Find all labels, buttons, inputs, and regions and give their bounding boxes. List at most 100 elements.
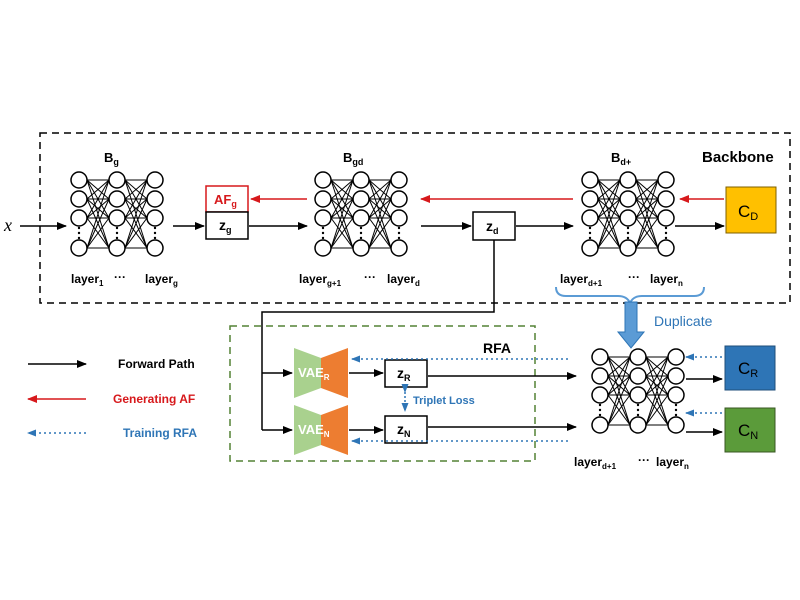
net-node	[667, 416, 685, 434]
net-ellipsis-dot	[636, 413, 640, 417]
cn-classifier-box	[724, 407, 776, 453]
bd-dots: ···	[628, 270, 640, 284]
bgd-right-layer-label: layerd	[387, 272, 420, 288]
net-ellipsis-dot	[397, 236, 401, 240]
zn-box	[384, 415, 428, 444]
net-ellipsis-dot	[359, 231, 363, 235]
net-ellipsis-dot	[664, 226, 668, 230]
net-ellipsis-dot	[153, 226, 157, 230]
net-node	[352, 171, 370, 189]
net-ellipsis-dot	[598, 413, 602, 417]
net-node	[667, 367, 685, 385]
net-ellipsis-dot	[397, 231, 401, 235]
net-connection	[607, 356, 631, 426]
net-connection	[124, 179, 148, 249]
vae-n-label: VAEN	[298, 422, 330, 439]
net-node	[314, 209, 332, 227]
net-bgd	[314, 171, 408, 257]
net-node	[70, 209, 88, 227]
net-node	[591, 386, 609, 404]
net-ellipsis-dot	[77, 231, 81, 235]
net-node	[146, 239, 164, 257]
rfa-label: RFA	[483, 340, 511, 356]
net-node	[581, 171, 599, 189]
net-ellipsis-dot	[588, 226, 592, 230]
net-connection	[635, 179, 659, 200]
net-connection	[635, 198, 659, 249]
rfa-region	[229, 325, 536, 462]
net-node	[146, 171, 164, 189]
net-ellipsis-dot	[77, 226, 81, 230]
net-connection	[635, 217, 659, 249]
net-node	[70, 239, 88, 257]
net-ellipsis-dot	[359, 226, 363, 230]
net-connection	[124, 198, 148, 219]
cr-classifier-label: CR	[738, 359, 758, 380]
net-connection	[645, 356, 669, 396]
net-ellipsis-dot	[664, 231, 668, 235]
zn-label: zN	[397, 421, 411, 439]
net-connection	[330, 198, 354, 219]
net-ellipsis-dot	[153, 231, 157, 235]
net-node	[667, 386, 685, 404]
net-node	[352, 239, 370, 257]
net-connection	[86, 198, 110, 249]
zg-box	[205, 211, 249, 240]
net-node	[619, 171, 637, 189]
net-node	[390, 239, 408, 257]
net-bg-name: Bg	[104, 150, 119, 167]
bg-left-layer-label: layer1	[71, 272, 104, 288]
zd-label: zd	[486, 218, 499, 236]
net-ellipsis-dot	[626, 231, 630, 235]
af-label: AFg	[214, 192, 237, 209]
net-ellipsis-dot	[115, 226, 119, 230]
triplet-loss-label: Triplet Loss	[413, 395, 475, 407]
net-ellipsis-dot	[77, 236, 81, 240]
net-bd	[581, 171, 675, 257]
net-connection	[607, 356, 631, 377]
net-ellipsis-dot	[674, 403, 678, 407]
net-ellipsis-dot	[636, 403, 640, 407]
cd-classifier-label: CD	[738, 202, 758, 223]
net-node	[657, 209, 675, 227]
legend-forward-label: Forward Path	[118, 357, 195, 371]
net-ellipsis-dot	[588, 231, 592, 235]
cr-classifier-box	[724, 345, 776, 391]
net-connection	[635, 179, 659, 219]
zr-box	[384, 359, 428, 388]
net-connection	[645, 375, 669, 396]
net-connection	[368, 198, 392, 249]
net-node	[352, 190, 370, 208]
net-node	[629, 386, 647, 404]
duplicate-label: Duplicate	[654, 313, 713, 329]
duplicate-brace	[555, 286, 705, 306]
net-node	[108, 171, 126, 189]
zr-label: zR	[397, 365, 411, 383]
net-node	[657, 190, 675, 208]
net-connection	[86, 179, 110, 219]
net-connection	[330, 179, 354, 200]
net-node	[390, 190, 408, 208]
backbone-label: Backbone	[702, 149, 774, 166]
net-connection	[124, 179, 148, 219]
net-node	[629, 348, 647, 366]
net-node	[629, 416, 647, 434]
legend-training-label: Training RFA	[123, 426, 197, 440]
net-connection	[597, 217, 621, 249]
zd-box	[472, 211, 516, 241]
af-box	[205, 185, 249, 213]
net-ellipsis-dot	[598, 408, 602, 412]
net-connection	[645, 356, 669, 426]
net-node	[581, 209, 599, 227]
net-node	[108, 209, 126, 227]
bd-left-layer-label: layerd+1	[560, 272, 603, 288]
net-bgd-name: Bgd	[343, 150, 363, 167]
net-node	[667, 348, 685, 366]
net-ellipsis-dot	[626, 226, 630, 230]
net-connection	[368, 198, 392, 219]
duplicate-arrow	[616, 301, 646, 349]
net-connection	[597, 198, 621, 219]
net-node	[619, 209, 637, 227]
vae-n-encoder	[294, 405, 321, 455]
net-connection	[645, 375, 669, 426]
